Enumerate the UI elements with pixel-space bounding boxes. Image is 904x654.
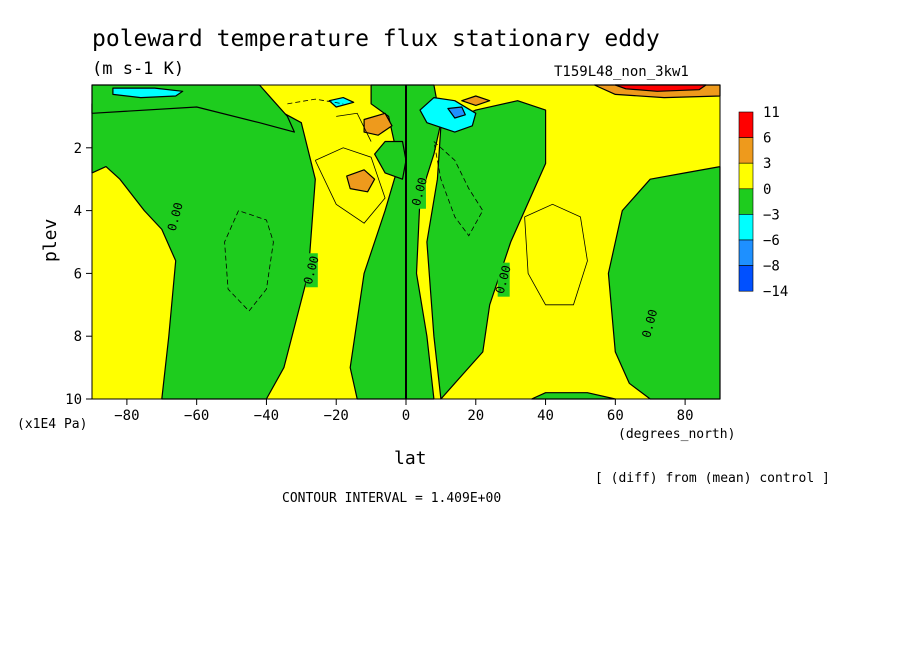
region-blue-nh-upper	[447, 106, 466, 119]
region-cyan-nh-upper	[419, 96, 477, 133]
y-tick-label: 6	[74, 266, 82, 282]
region-orange-nh-small	[461, 95, 491, 107]
x-tick-label: −80	[114, 408, 139, 424]
colorbar-label: −6	[763, 233, 780, 249]
colorbar-label: 11	[763, 105, 780, 121]
colorbar-label: 0	[763, 182, 771, 198]
contour-label-bg	[413, 174, 426, 209]
x-tick-label: −40	[254, 408, 279, 424]
colorbar: 11 6 3 0 −3 −6 −8 −14	[738, 105, 788, 300]
y-axis-label: plev	[40, 219, 61, 262]
positive-contour-line	[314, 147, 386, 224]
colorbar-swatch	[738, 111, 754, 138]
colorbar-swatch	[738, 265, 754, 292]
colorbar-swatch	[738, 137, 754, 164]
colorbar-label: −14	[763, 284, 788, 300]
region-orange-center-mid	[346, 169, 376, 193]
chart-units: (m s-1 K)	[92, 59, 184, 79]
x-tick-label: 0	[402, 408, 410, 424]
diff-subtitle: [ (diff) from (mean) control ]	[595, 471, 830, 486]
colorbar-swatch	[738, 239, 754, 266]
x-tick-label: −20	[324, 408, 349, 424]
chart-title: poleward temperature flux stationary edd…	[92, 26, 660, 52]
y-axis-units: (x1E4 Pa)	[17, 417, 87, 432]
negative-contour-line	[287, 98, 344, 105]
colorbar-label: −3	[763, 207, 780, 223]
contour-label-bg	[497, 262, 510, 297]
contour-label-bg	[644, 306, 657, 341]
positive-contour-line	[524, 203, 588, 306]
x-axis-units: (degrees_north)	[618, 427, 735, 442]
region-cyan-top-center	[328, 96, 355, 108]
positive-contour-line	[336, 112, 372, 142]
x-axis-label: lat	[394, 448, 427, 469]
x-tick-label: −60	[184, 408, 209, 424]
region-orange-center-upper	[363, 112, 393, 136]
y-tick-label: 10	[65, 392, 82, 408]
contour-interval: CONTOUR INTERVAL = 1.409E+00	[282, 491, 501, 506]
colorbar-label: 6	[763, 131, 771, 147]
colorbar-swatch	[738, 162, 754, 190]
y-tick-label: 2	[74, 141, 82, 157]
contour-label-bg	[169, 199, 182, 234]
colorbar-label: 3	[763, 156, 771, 172]
colorbar-label: −8	[763, 259, 780, 275]
negative-contour-line	[433, 141, 484, 237]
y-tick-label: 4	[74, 204, 82, 220]
plot-area: 0.000.000.000.000.00	[91, 84, 721, 400]
region-green-nh-mid	[426, 100, 547, 400]
contour-label-bg	[305, 253, 318, 288]
x-tick-label: 60	[607, 408, 624, 424]
run-label: T159L48_non_3kw1	[554, 64, 689, 80]
colorbar-swatch	[738, 214, 754, 241]
region-cyan-top-left	[112, 87, 184, 99]
x-tick-label: 20	[467, 408, 484, 424]
negative-contour-line	[224, 210, 274, 312]
colorbar-swatch	[738, 188, 754, 215]
y-tick-label: 8	[74, 329, 82, 345]
x-tick-label: 40	[537, 408, 554, 424]
x-tick-label: 80	[677, 408, 694, 424]
